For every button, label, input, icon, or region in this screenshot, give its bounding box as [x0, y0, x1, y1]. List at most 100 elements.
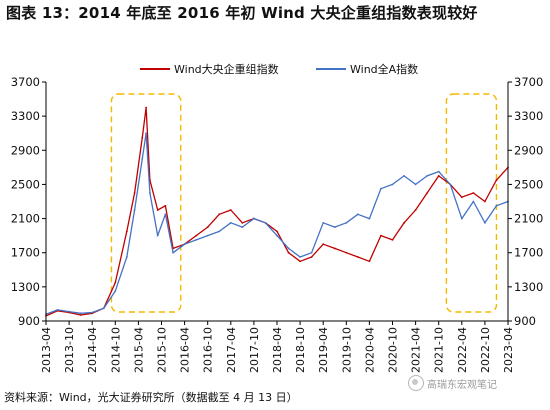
y-tick-label-left: 2500 — [11, 177, 40, 191]
chart-axes: 900 900 1300 1300 1700 1700 2100 2100 2500 2500 29… — [11, 75, 544, 373]
data-point — [164, 213, 167, 216]
data-point — [356, 213, 359, 216]
y-tick-label-right: 2100 — [514, 212, 543, 226]
series-line-dayangqi — [45, 106, 509, 317]
legend-label: Wind大央企重组指数 — [174, 62, 279, 76]
data-point — [133, 192, 136, 194]
data-point — [114, 290, 117, 293]
data-point — [114, 281, 117, 284]
x-tick-label: 2014-10 — [109, 327, 122, 373]
data-point — [310, 256, 313, 258]
data-point — [141, 157, 144, 160]
data-point — [437, 170, 440, 173]
data-point — [145, 132, 148, 135]
highlight-boxes — [110, 93, 498, 313]
x-tick-label: 2018-10 — [294, 327, 307, 373]
data-point — [380, 234, 382, 237]
y-tick-label-right: 900 — [514, 314, 536, 328]
x-tick-label: 2014-04 — [86, 327, 99, 373]
data-point — [437, 174, 440, 177]
data-point — [125, 256, 128, 258]
data-point — [149, 192, 151, 194]
data-point — [299, 260, 301, 263]
x-tick-label: 2023-04 — [502, 327, 515, 373]
x-tick-label: 2019-04 — [317, 327, 330, 373]
x-tick-label: 2016-10 — [202, 327, 215, 373]
data-point — [91, 311, 94, 314]
y-tick-label-left: 1700 — [11, 246, 40, 260]
data-point — [241, 221, 244, 224]
x-tick-label: 2016-04 — [179, 327, 192, 373]
data-point — [460, 217, 463, 220]
data-point — [403, 221, 405, 224]
data-point — [264, 221, 267, 224]
x-tick-label: 2015-04 — [132, 327, 145, 373]
data-point — [484, 221, 486, 224]
source-note: 资料来源：Wind，光大证券研究所（数据截至 4 月 13 日） — [4, 391, 298, 404]
data-point — [79, 314, 82, 316]
data-point — [276, 234, 278, 237]
data-point — [403, 174, 405, 177]
chart-legend: Wind大央企重组指数 Wind全A指数 — [140, 62, 418, 76]
data-point — [345, 221, 348, 224]
data-point — [102, 307, 105, 310]
data-point — [68, 310, 70, 313]
x-tick-label: 2020-10 — [387, 327, 400, 373]
x-tick-label: 2013-04 — [40, 327, 53, 373]
data-point — [299, 256, 301, 258]
data-point — [218, 213, 221, 216]
data-point — [322, 243, 325, 246]
x-tick-label: 2022-10 — [479, 327, 492, 373]
y-tick-label-left: 1300 — [11, 280, 40, 294]
y-tick-label-left: 3700 — [11, 75, 40, 89]
data-point — [391, 183, 394, 186]
data-point — [276, 230, 278, 233]
data-point — [229, 209, 232, 211]
data-point — [183, 243, 186, 246]
y-tick-label-right: 2500 — [514, 177, 543, 191]
data-point — [195, 234, 198, 237]
x-tick-label: 2020-04 — [363, 327, 376, 373]
data-point — [253, 217, 255, 220]
x-tick-label: 2017-04 — [225, 327, 238, 373]
data-point — [195, 239, 198, 241]
data-point — [484, 200, 486, 203]
data-point — [218, 230, 221, 233]
data-point — [172, 251, 174, 254]
data-point — [345, 251, 348, 254]
data-point — [495, 204, 498, 207]
y-tick-label-left: 3300 — [11, 109, 40, 123]
y-tick-label-right: 3700 — [514, 75, 543, 89]
highlight-box — [110, 93, 182, 313]
data-point — [472, 192, 475, 194]
x-tick-label: 2015-10 — [156, 327, 169, 373]
x-tick-label: 2018-04 — [271, 327, 284, 373]
data-point — [380, 187, 382, 190]
data-point — [145, 106, 148, 109]
data-point — [287, 247, 290, 250]
x-tick-label: 2013-10 — [63, 327, 76, 373]
y-tick-label-right: 1300 — [514, 280, 543, 294]
data-point — [414, 183, 417, 186]
data-point — [79, 312, 82, 315]
series-line-wind-all-a — [45, 132, 509, 315]
data-point — [156, 209, 159, 211]
data-point — [333, 226, 336, 229]
x-tick-label: 2019-10 — [340, 327, 353, 373]
figure-title: 图表 13：2014 年底至 2016 年初 Wind 大央企重组指数表现较好 — [6, 4, 478, 22]
y-tick-label-right: 3300 — [514, 109, 543, 123]
data-point — [56, 309, 59, 311]
watermark-logo-icon — [408, 375, 424, 391]
y-tick-label-left: 2900 — [11, 143, 40, 157]
data-point — [368, 260, 371, 263]
data-point — [206, 234, 209, 237]
data-point — [141, 136, 144, 139]
x-tick-label: 2021-04 — [410, 327, 423, 373]
x-tick-label: 2017-10 — [248, 327, 261, 373]
data-point — [449, 183, 452, 186]
data-point — [156, 234, 159, 237]
data-point — [125, 230, 128, 233]
data-point — [287, 251, 290, 254]
data-point — [322, 221, 325, 224]
